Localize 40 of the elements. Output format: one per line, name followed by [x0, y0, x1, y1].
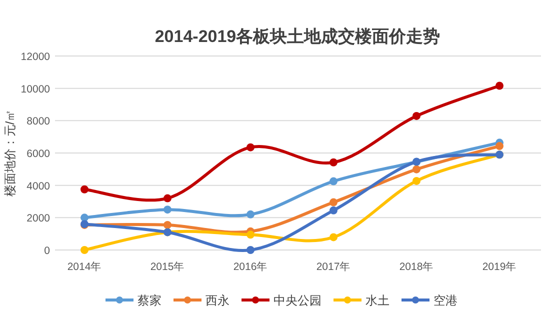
y-tick-label: 4000	[26, 180, 50, 192]
chart-title: 2014-2019各板块土地成交楼面价走势	[154, 27, 440, 46]
point	[80, 246, 88, 254]
y-tick-label: 0	[44, 245, 50, 257]
point	[246, 246, 254, 254]
point	[412, 176, 420, 185]
point	[164, 220, 172, 229]
point	[330, 177, 338, 186]
y-axis-title: 楼面地价：元/㎡	[3, 109, 17, 197]
point	[412, 112, 420, 120]
point	[80, 214, 88, 222]
point	[164, 206, 172, 214]
point	[496, 82, 504, 90]
x-tick-label: 2019年	[482, 261, 517, 273]
x-tick-label: 2018年	[399, 261, 434, 273]
y-tick-label: 6000	[26, 148, 50, 160]
legend-label: 水土	[366, 294, 390, 308]
legend-label: 空港	[434, 294, 458, 308]
x-tick-label: 2015年	[150, 261, 185, 273]
legend-label: 中央公园	[274, 294, 322, 308]
x-tick-label: 2017年	[316, 261, 351, 273]
y-tick-label: 2000	[26, 212, 50, 225]
point	[246, 210, 254, 218]
y-tick-label: 10000	[20, 83, 50, 96]
point	[330, 158, 338, 166]
point	[330, 198, 338, 206]
point	[80, 185, 88, 194]
legend-label: 西永	[206, 294, 230, 308]
point	[330, 233, 338, 242]
y-tick-label: 8000	[26, 116, 50, 128]
point	[330, 206, 338, 214]
point	[246, 143, 254, 152]
x-tick-label: 2014年	[67, 261, 102, 273]
point	[164, 194, 172, 202]
point	[246, 230, 254, 239]
legend-label: 蔡家	[138, 294, 162, 308]
point	[412, 165, 420, 174]
x-tick-label: 2016年	[233, 261, 268, 273]
point	[496, 142, 504, 150]
y-tick-label: 12000	[20, 51, 50, 63]
